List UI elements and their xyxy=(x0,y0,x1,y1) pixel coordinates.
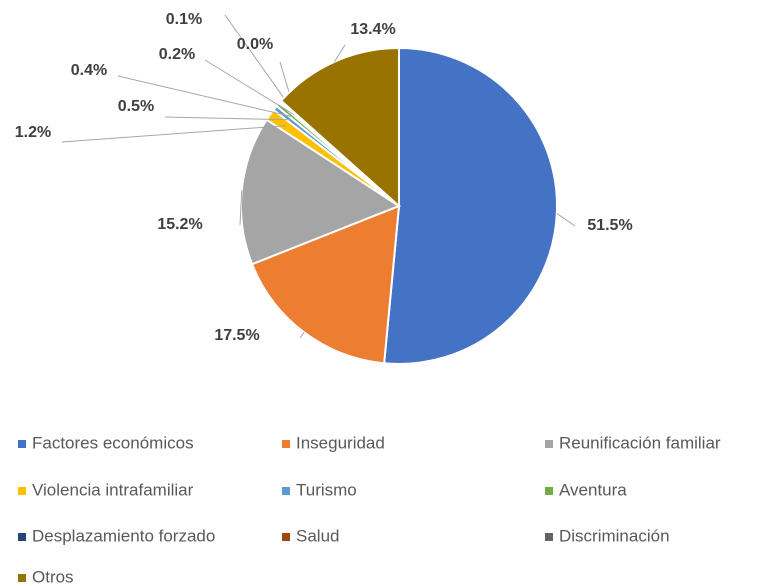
data-label: 0.4% xyxy=(71,62,107,79)
legend-label: Aventura xyxy=(559,480,627,499)
legend-label: Otros xyxy=(32,567,74,586)
leader-line xyxy=(117,75,293,118)
data-label: 1.2% xyxy=(15,124,51,141)
leader-line xyxy=(239,190,243,226)
data-label: 0.5% xyxy=(118,98,154,115)
legend-swatch xyxy=(18,533,26,541)
leader-line xyxy=(334,44,346,63)
legend-label: Violencia intrafamiliar xyxy=(32,480,194,499)
data-label: 51.5% xyxy=(587,217,632,234)
legend-label: Reunificación familiar xyxy=(559,433,721,452)
pie-slice xyxy=(383,46,558,365)
leader-line xyxy=(556,213,576,227)
legend-swatch xyxy=(282,440,290,448)
legend-swatch xyxy=(18,440,26,448)
legend-label: Inseguridad xyxy=(296,433,385,452)
legend-swatch xyxy=(545,440,553,448)
leader-line xyxy=(61,125,286,143)
leader-line xyxy=(164,116,290,121)
legend-label: Turismo xyxy=(296,480,357,499)
data-label: 15.2% xyxy=(157,216,202,233)
pie-slice xyxy=(250,204,401,365)
legend-label: Discriminación xyxy=(559,526,670,545)
legend-label: Salud xyxy=(296,526,339,545)
legend-label: Factores económicos xyxy=(32,433,194,452)
data-label: 0.0% xyxy=(237,36,273,53)
leader-line xyxy=(299,332,305,339)
leader-line xyxy=(204,59,295,116)
data-label: 17.5% xyxy=(214,327,259,344)
data-label: 0.1% xyxy=(166,11,202,28)
legend-swatch xyxy=(545,487,553,495)
legend-swatch xyxy=(282,533,290,541)
data-label: 0.2% xyxy=(159,46,195,63)
legend-swatch xyxy=(282,487,290,495)
legend-swatch xyxy=(18,574,26,582)
legend-swatch xyxy=(545,533,553,541)
data-label: 13.4% xyxy=(350,21,395,38)
legend-label: Desplazamiento forzado xyxy=(32,526,215,545)
pie-slice xyxy=(279,46,400,209)
legend-swatch xyxy=(18,487,26,495)
